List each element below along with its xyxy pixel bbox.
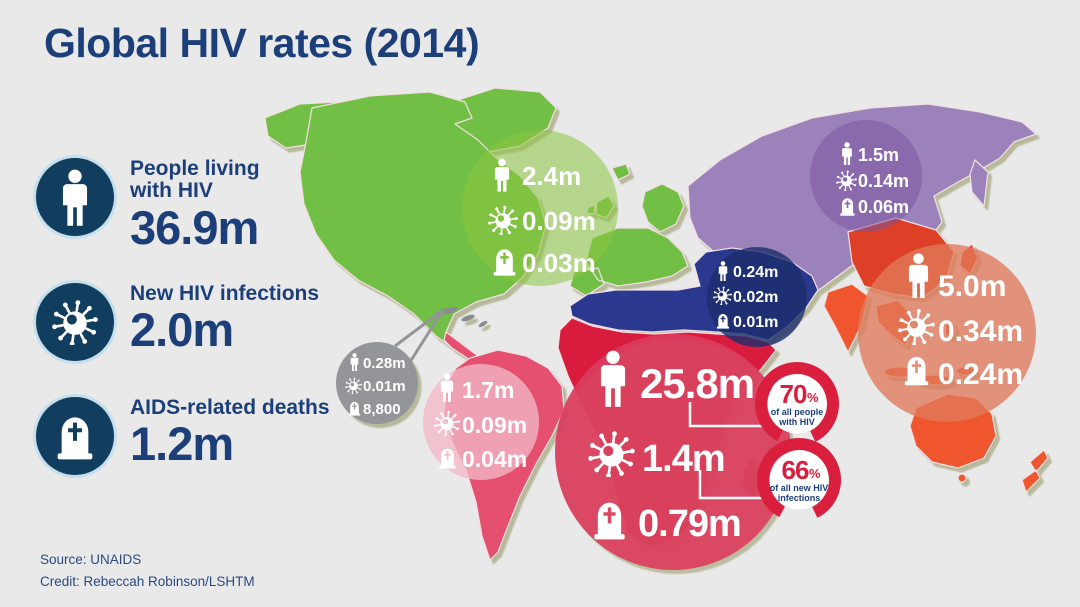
stats-asia-pacific: 5.0m 0.34m 0.24m xyxy=(898,253,1023,391)
callout-caption-1: of all new HIV xyxy=(770,483,829,493)
callout-unit: % xyxy=(809,466,821,481)
bubble-asia-pacific xyxy=(858,244,1036,422)
person-icon xyxy=(36,158,114,236)
stats-sub-saharan-africa: 25.8m 1.4m 0.79m xyxy=(588,350,755,545)
virus-icon xyxy=(36,283,114,361)
callout-unit: % xyxy=(807,390,819,405)
landmass-scandinavia xyxy=(641,183,685,233)
callout-value: 66 xyxy=(782,455,809,485)
callout-ring xyxy=(756,438,841,522)
people-value: 1.5m xyxy=(858,145,899,165)
caribbean-pointer-lines xyxy=(394,308,445,363)
callout-value: 70 xyxy=(780,379,807,409)
legend-label-line1: AIDS-related deaths xyxy=(130,396,330,419)
landmass-iceland xyxy=(611,163,631,181)
legend-aids-related-deaths: AIDS-related deaths 1.2m xyxy=(36,396,330,475)
callout-caption-1: of all people xyxy=(771,407,824,417)
people-value: 25.8m xyxy=(640,360,754,407)
callout-66-percent: 66 % of all new HIV infections xyxy=(756,438,841,522)
deaths-value: 0.79m xyxy=(638,503,741,545)
legend-label-line1: People living xyxy=(130,157,260,180)
infections-value: 0.14m xyxy=(858,171,909,191)
legend-label-line1: New HIV infections xyxy=(130,282,320,305)
footer: Source: UNAIDS Credit: Rebeccah Robinson… xyxy=(40,549,255,594)
stats-latin-america: 1.7m 0.09m 0.04m xyxy=(434,373,527,472)
source-credit: Source: UNAIDS xyxy=(40,552,142,567)
stats-middle-east-north-africa: 0.24m 0.02m 0.01m xyxy=(713,261,778,331)
landmass-tasmania xyxy=(957,473,967,483)
infections-value: 0.09m xyxy=(462,412,527,438)
people-value: 0.24m xyxy=(733,264,778,281)
landmass-india xyxy=(823,283,869,353)
deaths-value: 0.03m xyxy=(522,248,596,278)
legend-people-living-with-hiv: People living with HIV 36.9m xyxy=(36,157,260,254)
deaths-value: 0.24m xyxy=(938,358,1023,391)
callout-disc xyxy=(769,450,829,510)
tombstone-icon xyxy=(36,397,114,475)
deaths-value: 0.01m xyxy=(733,314,778,331)
landmass-kamchatka xyxy=(969,159,989,207)
infections-value: 1.4m xyxy=(642,438,725,480)
people-value: 1.7m xyxy=(462,377,514,403)
landmass-new-zealand xyxy=(1021,449,1049,493)
legend-new-hiv-infections: New HIV infections 2.0m xyxy=(36,282,320,361)
bubble-eastern-europe-central-asia xyxy=(810,120,922,232)
legend-label-line2: with HIV xyxy=(130,179,213,203)
deaths-value: 0.06m xyxy=(858,197,909,217)
infections-value: 0.01m xyxy=(363,378,406,395)
legend-value: 2.0m xyxy=(130,303,234,357)
legend-value: 36.9m xyxy=(130,200,259,254)
author-credit: Credit: Rebeccah Robinson/LSHTM xyxy=(40,574,255,590)
people-value: 2.4m xyxy=(522,161,581,191)
page-title: Global HIV rates (2014) xyxy=(44,20,480,66)
infections-value: 0.09m xyxy=(522,206,596,236)
deaths-value: 8,800 xyxy=(363,401,401,418)
callout-caption-2: with HIV xyxy=(778,417,815,427)
people-value: 0.28m xyxy=(363,355,406,372)
callout-ring xyxy=(755,362,840,446)
stats-caribbean: 0.28m 0.01m 8,800 xyxy=(345,353,406,418)
callout-disc xyxy=(767,374,827,434)
stats-north-america-western-europe: 2.4m 0.09m 0.03m xyxy=(488,158,596,278)
people-value: 5.0m xyxy=(938,270,1006,303)
infections-value: 0.34m xyxy=(938,315,1023,348)
bubble-middle-east-north-africa xyxy=(707,247,807,347)
infections-value: 0.02m xyxy=(733,289,778,306)
callout-caption-2: infections xyxy=(778,493,821,503)
callout-70-percent: 70 % of all people with HIV xyxy=(755,362,840,446)
legend-value: 1.2m xyxy=(130,417,234,471)
stats-eastern-europe-central-asia: 1.5m 0.14m 0.06m xyxy=(836,142,909,217)
deaths-value: 0.04m xyxy=(462,446,527,472)
callout-connectors xyxy=(688,402,766,500)
